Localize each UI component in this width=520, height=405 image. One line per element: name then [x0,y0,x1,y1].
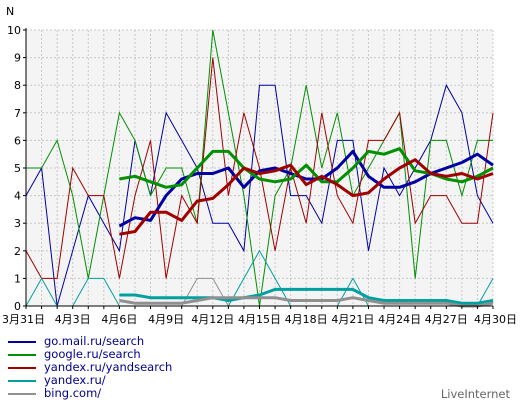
series-line-2 [25,57,494,279]
x-tick-labels: 3月31日 4月3日 4月6日 4月9日 4月12日 4月15日 4月18日 4月21日 4月2… [2,313,517,326]
x-tick-label: 4月9日 [148,313,184,326]
legend-label: bing.com/ [44,386,102,400]
x-tick-label: 4月24日 [378,313,421,326]
y-axis-label: N [6,5,14,18]
legend-swatch [8,380,36,382]
y-tick-label: 6 [14,134,21,147]
x-tick-label: 3月31日 [2,313,45,326]
y-tick-label: 10 [7,24,21,37]
x-tick-label: 4月12日 [191,313,234,326]
legend-label: yandex.ru/ [44,373,106,387]
y-tick-label: 0 [14,300,21,313]
legend-label: yandex.ru/yandsearch [44,360,173,374]
legend-swatch [8,367,36,369]
x-tick-label: 4月27日 [425,313,468,326]
trend-series-layer [118,147,494,308]
x-tick-label: 4月15日 [238,313,281,326]
y-tick-label: 8 [14,79,21,92]
x-tick-label: 4月30日 [474,313,517,326]
axes [23,28,494,309]
x-tick-label: 4月21日 [331,313,374,326]
y-tick-label: 2 [14,245,21,258]
brand-label: LiveInternet [440,387,510,401]
series-trend-3 [119,287,494,305]
legend-swatch [8,393,36,395]
series-trend-4 [119,296,494,308]
y-tick-label: 5 [14,162,21,175]
x-tick-label: 4月6日 [101,313,137,326]
y-tick-labels: 0 1 2 3 4 5 6 7 8 9 10 [7,24,21,313]
y-tick-label: 4 [14,190,21,203]
legend-label: go.mail.ru/search [44,334,145,348]
legend-label: google.ru/search [44,347,141,361]
y-tick-label: 7 [14,107,21,120]
y-tick-label: 9 [14,52,21,65]
x-tick-label: 4月18日 [285,313,328,326]
y-tick-label: 1 [14,272,21,285]
series-line-0 [25,83,494,307]
y-tick-label: 3 [14,217,21,230]
series-trend-2 [119,158,494,236]
x-tick-label: 4月3日 [55,313,91,326]
legend-swatch [8,341,36,343]
legend-swatch [8,354,36,356]
